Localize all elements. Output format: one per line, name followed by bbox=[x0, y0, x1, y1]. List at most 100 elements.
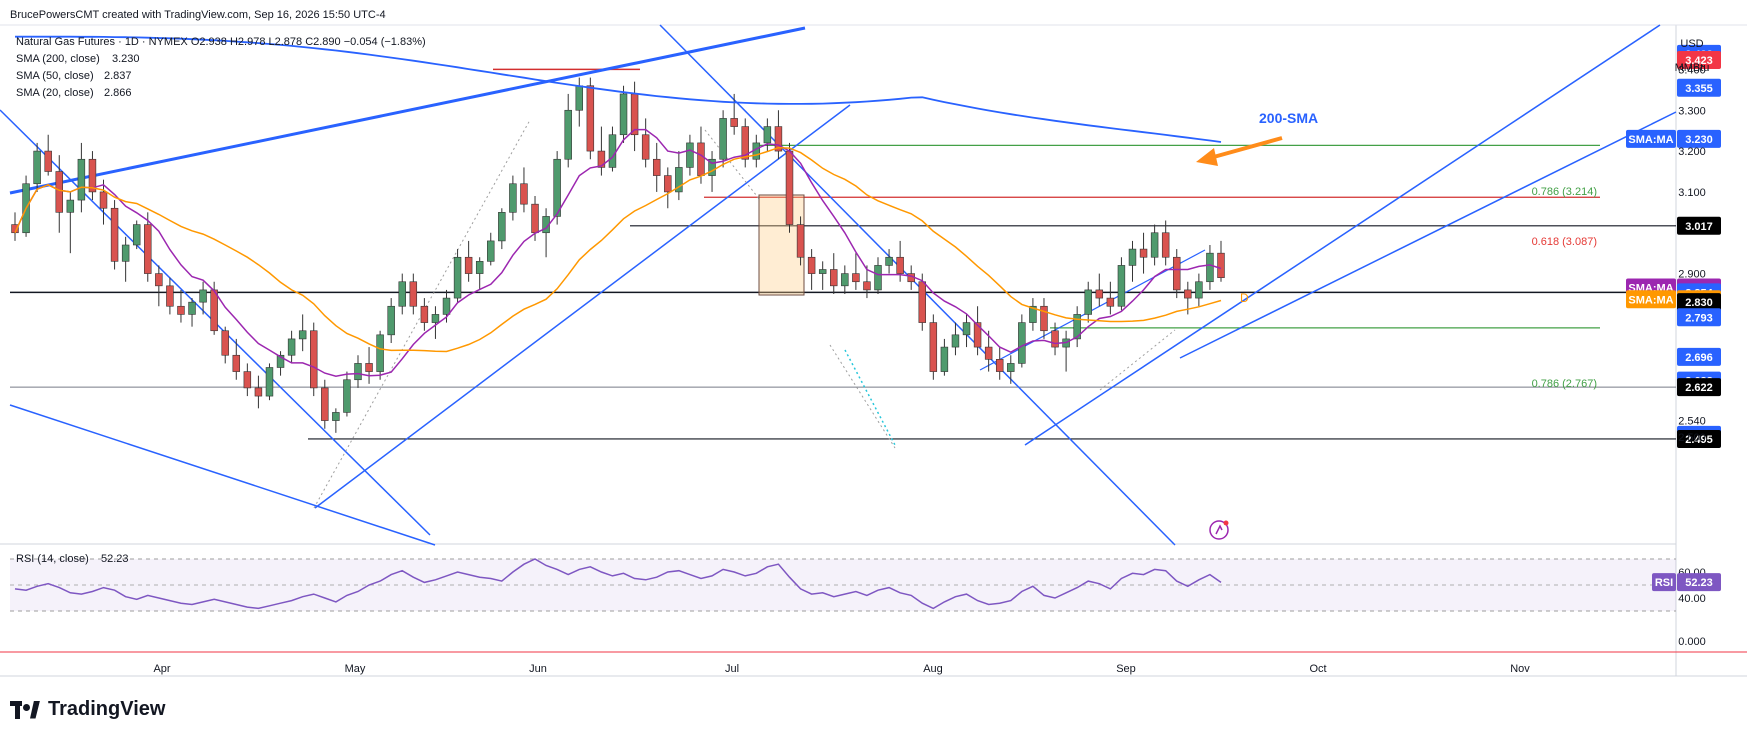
rsi-axis-tick[interactable]: 0.000 bbox=[1678, 636, 1706, 648]
candle[interactable] bbox=[498, 208, 506, 250]
candle[interactable] bbox=[984, 330, 993, 372]
candle[interactable] bbox=[243, 363, 252, 397]
candle[interactable] bbox=[365, 347, 373, 384]
price-axis-tick[interactable]: 3.200 bbox=[1678, 146, 1706, 158]
candle[interactable] bbox=[210, 281, 218, 335]
time-axis-month[interactable]: Aug bbox=[923, 663, 943, 675]
candle[interactable] bbox=[475, 257, 484, 290]
candle[interactable] bbox=[1106, 281, 1115, 315]
trend-line[interactable] bbox=[1179, 111, 1677, 359]
price-badge[interactable]: 2.696 bbox=[1677, 347, 1721, 366]
currency-label[interactable]: USD bbox=[1680, 38, 1703, 50]
price-badge[interactable]: 3.355 bbox=[1677, 78, 1721, 97]
price-badge[interactable]: 3.017 bbox=[1677, 216, 1721, 235]
candle[interactable] bbox=[1095, 273, 1104, 307]
candle[interactable] bbox=[1084, 281, 1092, 323]
candle[interactable] bbox=[121, 236, 130, 282]
time-axis-month[interactable]: Sep bbox=[1116, 663, 1136, 675]
candle[interactable] bbox=[885, 249, 893, 274]
candle[interactable] bbox=[254, 375, 263, 409]
price-axis-tick[interactable]: 2.900 bbox=[1678, 269, 1706, 281]
candle[interactable] bbox=[1150, 224, 1159, 266]
candle[interactable] bbox=[132, 220, 141, 250]
candle[interactable] bbox=[1195, 273, 1203, 307]
candle[interactable] bbox=[1139, 232, 1148, 274]
candle[interactable] bbox=[1161, 220, 1170, 266]
candle[interactable] bbox=[962, 314, 971, 348]
candle[interactable] bbox=[818, 261, 827, 290]
sma50-line[interactable] bbox=[14, 146, 1222, 353]
candle[interactable] bbox=[199, 281, 207, 315]
candle[interactable] bbox=[188, 298, 196, 327]
price-axis-tick[interactable]: 3.100 bbox=[1678, 187, 1706, 199]
candle[interactable] bbox=[929, 314, 938, 380]
candle[interactable] bbox=[1029, 298, 1037, 331]
candle[interactable] bbox=[431, 306, 440, 339]
rsi-axis-tick[interactable]: 40.00 bbox=[1678, 593, 1706, 605]
candle[interactable] bbox=[1062, 330, 1070, 372]
candle[interactable] bbox=[973, 306, 982, 356]
price-badge[interactable]: 2.830 bbox=[1677, 293, 1721, 312]
price-badge[interactable]: 3.423 bbox=[1677, 51, 1721, 70]
replay-icon[interactable] bbox=[1209, 520, 1229, 540]
candle[interactable] bbox=[265, 363, 274, 401]
tradingview-logo[interactable]: TradingView bbox=[10, 698, 165, 721]
sma20-line[interactable] bbox=[14, 128, 1222, 377]
trend-line[interactable] bbox=[979, 249, 1206, 371]
sma200-legend-label[interactable]: SMA (200, close) bbox=[16, 53, 100, 65]
candle[interactable] bbox=[55, 155, 63, 233]
candle[interactable] bbox=[343, 371, 351, 417]
candle[interactable] bbox=[951, 322, 960, 356]
candle[interactable] bbox=[830, 253, 838, 294]
candle[interactable] bbox=[796, 216, 805, 266]
price-badge[interactable]: 2.793 bbox=[1677, 308, 1721, 327]
candle[interactable] bbox=[321, 379, 329, 429]
price-badge[interactable]: 2.495 bbox=[1677, 429, 1721, 448]
candle[interactable] bbox=[298, 314, 307, 352]
rsi-legend-label[interactable]: RSI (14, close) bbox=[16, 553, 89, 565]
price-axis-tick[interactable]: 2.540 bbox=[1678, 416, 1706, 428]
candle[interactable] bbox=[420, 298, 429, 331]
price-axis-tick[interactable]: 2.500 bbox=[1678, 432, 1706, 444]
candle[interactable] bbox=[785, 142, 794, 233]
candle[interactable] bbox=[619, 85, 628, 143]
candle[interactable] bbox=[77, 142, 86, 213]
candle[interactable] bbox=[22, 175, 30, 237]
candle[interactable] bbox=[807, 249, 816, 290]
time-axis-month[interactable]: Jun bbox=[529, 663, 547, 675]
candle[interactable] bbox=[144, 212, 152, 282]
rsi-badge[interactable]: RSI 52.23 bbox=[1652, 573, 1721, 592]
trend-line[interactable] bbox=[1024, 24, 1661, 446]
candle[interactable] bbox=[995, 347, 1004, 380]
candle[interactable] bbox=[586, 77, 595, 160]
candle[interactable] bbox=[1117, 257, 1126, 311]
time-axis-month[interactable]: Nov bbox=[1510, 663, 1530, 675]
candle[interactable] bbox=[332, 408, 340, 433]
price-axis-tick[interactable]: 3.400 bbox=[1678, 64, 1706, 76]
candle[interactable] bbox=[287, 330, 296, 364]
candle[interactable] bbox=[1173, 249, 1181, 299]
candle[interactable] bbox=[453, 249, 462, 303]
candle[interactable] bbox=[1051, 322, 1059, 356]
candle[interactable] bbox=[1040, 298, 1048, 339]
candle[interactable] bbox=[276, 351, 285, 376]
trend-line[interactable] bbox=[314, 104, 851, 509]
candle[interactable] bbox=[110, 200, 119, 270]
candle[interactable] bbox=[608, 126, 617, 172]
candle[interactable] bbox=[387, 298, 395, 343]
candle[interactable] bbox=[354, 355, 362, 388]
candle[interactable] bbox=[88, 151, 97, 201]
candle[interactable] bbox=[99, 179, 108, 225]
rsi-line[interactable] bbox=[14, 558, 1222, 610]
candle[interactable] bbox=[520, 167, 528, 213]
candle[interactable] bbox=[232, 338, 241, 380]
candle[interactable] bbox=[1128, 240, 1137, 282]
time-axis-month[interactable]: May bbox=[345, 663, 366, 675]
candle[interactable] bbox=[155, 265, 163, 307]
candle[interactable] bbox=[177, 289, 185, 323]
candle[interactable] bbox=[409, 273, 418, 315]
candle[interactable] bbox=[509, 175, 517, 221]
candle[interactable] bbox=[686, 134, 694, 176]
time-axis-month[interactable]: Oct bbox=[1309, 663, 1326, 675]
candle[interactable] bbox=[874, 257, 882, 294]
